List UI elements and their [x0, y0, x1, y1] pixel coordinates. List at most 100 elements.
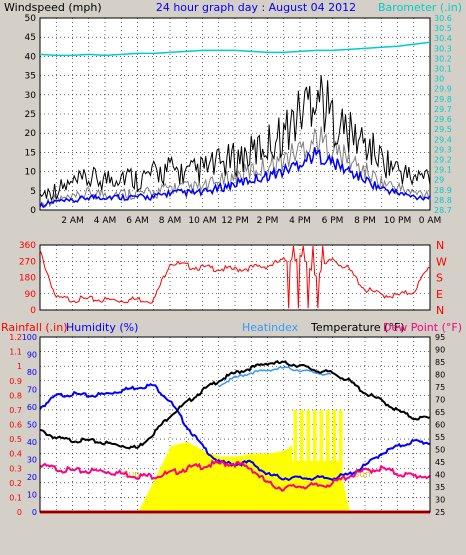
wind-xtick-label: 6 PM	[322, 216, 344, 226]
wind-ytick-label: 5	[30, 187, 36, 197]
sun-bar	[171, 445, 174, 512]
sun-bar	[140, 505, 143, 512]
direction-ytick-label: 180	[19, 274, 36, 284]
sun-bar	[275, 452, 278, 512]
sun-bar	[189, 443, 192, 512]
avg-wind-series	[39, 147, 431, 209]
sun-bar	[256, 453, 259, 512]
sun-bar	[314, 409, 317, 512]
sun-bar	[184, 442, 187, 512]
compass-label: E	[436, 288, 443, 301]
compass-label: W	[436, 255, 447, 268]
sun-bar	[168, 449, 171, 512]
sun-bar	[170, 446, 172, 512]
sun-bar	[327, 409, 330, 512]
rain-ytick-label: 0.1	[9, 493, 22, 502]
wind-xtick-label: 12 PM	[221, 216, 249, 226]
barometer-ytick-label: 29.5	[434, 125, 452, 134]
sun-bar	[264, 453, 267, 512]
sun-bar	[254, 453, 257, 512]
wind-ytick-label: 0	[30, 206, 36, 216]
compass-label: S	[436, 272, 443, 285]
direction-ytick-label: 270	[19, 257, 36, 267]
sun-bar	[212, 454, 215, 512]
rain-ytick-label: 0.7	[9, 406, 22, 415]
temperature-axis-title: Temperature (°F)	[310, 321, 405, 334]
sun-bar	[218, 456, 221, 512]
sun-bar	[217, 456, 220, 512]
barometer-ytick-label: 29.8	[434, 95, 452, 104]
rain-ytick-label: 0.8	[9, 391, 22, 400]
barometer-ytick-label: 30.4	[434, 34, 452, 43]
sun-bar	[345, 497, 348, 512]
sun-bar	[202, 450, 205, 512]
sun-bar	[309, 460, 312, 512]
sun-bar	[291, 460, 294, 512]
sun-bar	[332, 409, 335, 512]
sun-bar	[304, 460, 307, 512]
sun-bar	[204, 451, 207, 512]
sun-bar	[330, 460, 333, 512]
barometer-ytick-label: 29.9	[434, 85, 452, 94]
sun-bar	[334, 409, 337, 512]
sun-bar	[161, 463, 164, 512]
sun-bar	[213, 454, 216, 512]
wind-ytick-label: 40	[25, 52, 37, 62]
sun-bar	[205, 451, 208, 512]
rain-ytick-label: 0.6	[9, 421, 22, 430]
direction-ytick-label: 0	[30, 306, 36, 316]
temp-ytick-label: 95	[435, 333, 445, 342]
sun-label: Sun	[354, 470, 371, 480]
sun-bar	[301, 409, 304, 512]
sun-bar	[197, 448, 200, 512]
humidity-ytick-label: 90	[27, 351, 37, 360]
temp-ytick-label: 30	[435, 496, 445, 505]
sun-bar	[251, 453, 254, 512]
sun-bar	[303, 460, 306, 512]
barometer-ytick-label: 29.7	[434, 105, 452, 114]
compass-label: N	[436, 239, 444, 252]
sun-bar	[158, 469, 161, 512]
wind-ytick-label: 35	[25, 72, 36, 82]
wind-xtick-label: 8 PM	[354, 216, 376, 226]
sun-bar	[300, 409, 302, 512]
chart-title: 24 hour graph day : August 04 2012	[156, 1, 356, 14]
sun-bar	[165, 456, 168, 512]
sun-bar	[337, 460, 340, 512]
temp-plot-border	[39, 336, 431, 513]
rain-ytick-label: 0.9	[9, 377, 22, 386]
direction-ytick-label: 360	[19, 241, 36, 251]
sun-bar	[274, 452, 276, 512]
sun-bar	[144, 499, 146, 512]
sun-bar	[261, 453, 263, 512]
sun-bar	[220, 456, 223, 512]
humidity-ytick-label: 0	[32, 508, 37, 517]
barometer-ytick-label: 29	[434, 176, 444, 185]
sun-bar	[272, 452, 275, 512]
rain-ytick-label: 0.2	[9, 479, 22, 488]
sun-bar	[319, 409, 322, 512]
barometer-axis-title: Barometer (.in)	[378, 1, 462, 14]
sun-bar	[313, 409, 315, 512]
barometer-series	[39, 41, 431, 57]
sun-bar	[326, 409, 328, 512]
sun-bar	[249, 453, 252, 512]
barometer-ytick-label: 28.7	[434, 206, 452, 215]
humidity-ytick-label: 70	[27, 386, 37, 395]
sun-bar	[231, 456, 234, 512]
sun-bar	[150, 486, 153, 512]
heatindex-axis-title: Heatindex	[242, 321, 299, 334]
sun-bar	[342, 482, 345, 512]
sun-bar	[183, 442, 185, 512]
dewpoint-series	[39, 459, 431, 493]
barometer-ytick-label: 29.2	[434, 155, 452, 164]
temp-ytick-label: 55	[435, 433, 445, 442]
direction-series	[39, 245, 431, 309]
wind-ytick-label: 10	[25, 168, 37, 178]
temp-ytick-label: 70	[435, 396, 445, 405]
wind-xtick-label: 6 AM	[126, 216, 149, 226]
sun-bar	[233, 456, 236, 512]
sun-bar	[142, 502, 145, 512]
sun-bar	[173, 445, 176, 512]
